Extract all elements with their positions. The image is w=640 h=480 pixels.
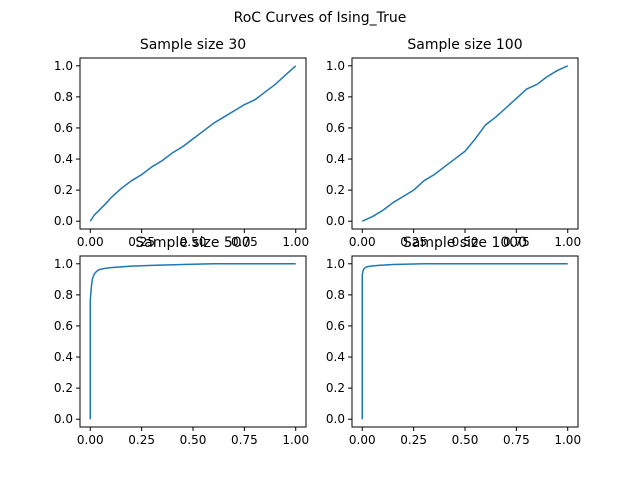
y-tick-label: 0.6 (54, 319, 73, 333)
roc-curve-line (361, 263, 568, 420)
roc-curve-line (89, 263, 296, 420)
y-tick-label: 0.8 (54, 90, 73, 104)
subplot-title: Sample size 500 (135, 235, 250, 251)
y-tick-label: 0.6 (326, 121, 345, 135)
subplot-2: 0.00 0.25 0.50 0.75 1.00 0.0 0.2 0.4 0.6 0.8 1.0 Sa… (326, 37, 581, 249)
y-tick-label: 0.6 (326, 319, 345, 333)
y-tick-label: 0.0 (326, 214, 345, 228)
y-tick-label: 0.0 (54, 412, 73, 426)
y-tick-label: 0.8 (326, 90, 345, 104)
x-tick-label: 0.50 (180, 433, 207, 447)
x-tick-label: 1.00 (282, 235, 309, 249)
y-tick-label: 0.4 (54, 152, 73, 166)
x-tick-label: 0.00 (349, 433, 376, 447)
x-tick-label: 0.75 (231, 235, 258, 249)
roc-curve-line (89, 65, 297, 222)
y-tick-label: 0.2 (54, 183, 73, 197)
x-tick-label: 0.25 (400, 235, 427, 249)
subplot-title: Sample size 30 (140, 37, 246, 53)
x-tick-label: 0.00 (77, 235, 104, 249)
x-tick-label: 0.75 (231, 433, 258, 447)
x-tick-label: 0.25 (128, 235, 155, 249)
y-tick-label: 0.4 (326, 350, 345, 364)
y-tick-label: 0.2 (326, 183, 345, 197)
x-tick-label: 0.75 (503, 433, 530, 447)
x-tick-label: 1.00 (282, 433, 309, 447)
y-tick-label: 0.4 (54, 350, 73, 364)
y-tick-label: 0.2 (326, 381, 345, 395)
y-tick-label: 0.0 (54, 214, 73, 228)
y-tick-label: 1.0 (326, 257, 345, 271)
x-tick-label: 1.00 (554, 235, 581, 249)
y-tick-label: 0.6 (54, 121, 73, 135)
y-tick-label: 1.0 (54, 257, 73, 271)
x-tick-label: 0.50 (452, 235, 479, 249)
subplot-1: 0.00 0.25 0.50 0.75 1.00 0.0 0.2 0.4 0.6 0.8 1.0 Sa… (54, 37, 309, 249)
x-tick-label: 0.75 (503, 235, 530, 249)
subplot-title: Sample size 1000 (403, 235, 527, 251)
x-tick-label: 1.00 (554, 433, 581, 447)
y-tick-label: 0.8 (54, 288, 73, 302)
y-tick-label: 1.0 (54, 59, 73, 73)
subplot-3: 0.00 0.25 0.50 0.75 1.00 0.0 0.2 0.4 0.6 0.8 1.0 Sa… (54, 235, 309, 447)
x-tick-label: 0.25 (400, 433, 427, 447)
subplot-title: Sample size 100 (407, 37, 522, 53)
roc-curve-line (361, 65, 569, 222)
subplot-4: 0.00 0.25 0.50 0.75 1.00 0.0 0.2 0.4 0.6 0.8 1.0 Sa… (326, 235, 581, 447)
x-tick-label: 0.00 (349, 235, 376, 249)
figure-title: RoC Curves of Ising_True (234, 10, 407, 26)
y-tick-label: 0.8 (326, 288, 345, 302)
y-tick-label: 0.0 (326, 412, 345, 426)
x-tick-label: 0.00 (77, 433, 104, 447)
subplots: 0.00 0.25 0.50 0.75 1.00 0.0 0.2 0.4 0.6 0.8 1.0 Sa… (54, 37, 581, 447)
x-tick-label: 0.25 (128, 433, 155, 447)
y-tick-label: 1.0 (326, 59, 345, 73)
x-tick-label: 0.50 (452, 433, 479, 447)
y-tick-label: 0.2 (54, 381, 73, 395)
x-tick-label: 0.50 (180, 235, 207, 249)
y-tick-label: 0.4 (326, 152, 345, 166)
